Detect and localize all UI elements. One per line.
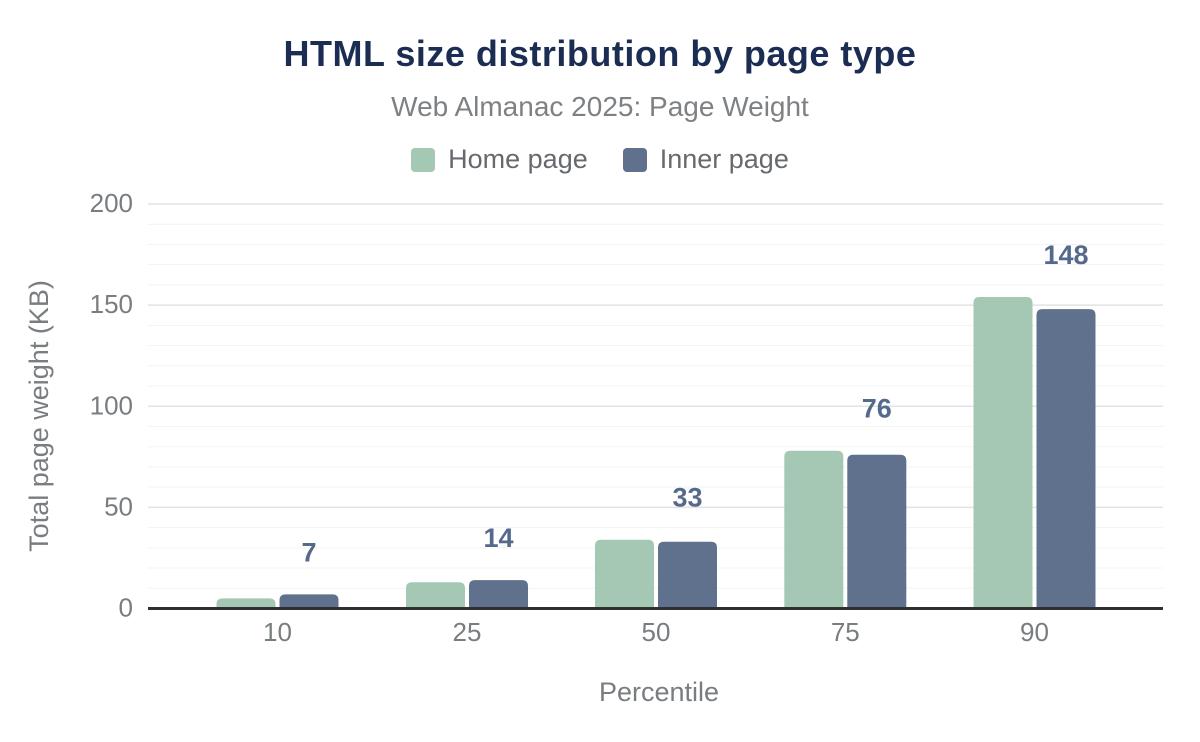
bar-inner-page[interactable] xyxy=(658,541,717,609)
y-axis-tick-label: 100 xyxy=(90,390,133,420)
bar-value-label: 148 xyxy=(1043,240,1088,270)
bar-home-page[interactable] xyxy=(784,450,844,609)
legend-item-inner-page[interactable]: Inner page xyxy=(622,144,789,175)
bar-home-page[interactable] xyxy=(595,539,654,609)
y-axis-tick-label: 200 xyxy=(90,188,133,218)
bar-inner-page[interactable] xyxy=(469,580,528,609)
bar-value-label: 7 xyxy=(301,537,316,567)
bar-value-label: 76 xyxy=(862,394,892,424)
legend: Home page Inner page xyxy=(0,144,1200,175)
bar-home-page[interactable] xyxy=(406,582,465,609)
bar-inner-page[interactable] xyxy=(847,454,907,609)
legend-swatch-home-page-icon xyxy=(411,147,436,172)
bar-home-page[interactable] xyxy=(216,598,276,609)
x-axis-tick-label: 90 xyxy=(1020,617,1049,647)
legend-label-home-page: Home page xyxy=(448,144,588,174)
bar-value-label: 14 xyxy=(483,523,513,553)
bar-inner-page[interactable] xyxy=(1036,309,1096,609)
x-axis-tick-label: 75 xyxy=(831,617,860,647)
legend-label-inner-page: Inner page xyxy=(659,144,789,174)
x-axis-tick-label: 10 xyxy=(263,617,292,647)
legend-swatch-inner-page-icon xyxy=(622,147,647,172)
x-axis-tick-label: 25 xyxy=(453,617,482,647)
y-axis-title: Total page weight (KB) xyxy=(24,280,54,552)
chart-title: HTML size distribution by page type xyxy=(283,33,917,74)
legend-item-home-page[interactable]: Home page xyxy=(411,144,588,175)
x-axis-title: Percentile xyxy=(599,677,719,707)
bar-home-page[interactable] xyxy=(973,297,1033,609)
bar-inner-page[interactable] xyxy=(279,594,339,609)
y-axis-tick-label: 150 xyxy=(90,289,133,319)
bar-value-label: 33 xyxy=(672,483,702,513)
x-axis-tick-label: 50 xyxy=(642,617,671,647)
y-axis-tick-label: 50 xyxy=(104,491,133,521)
chart-subtitle: Web Almanac 2025: Page Weight xyxy=(391,91,809,122)
y-axis-tick-label: 0 xyxy=(119,593,133,623)
